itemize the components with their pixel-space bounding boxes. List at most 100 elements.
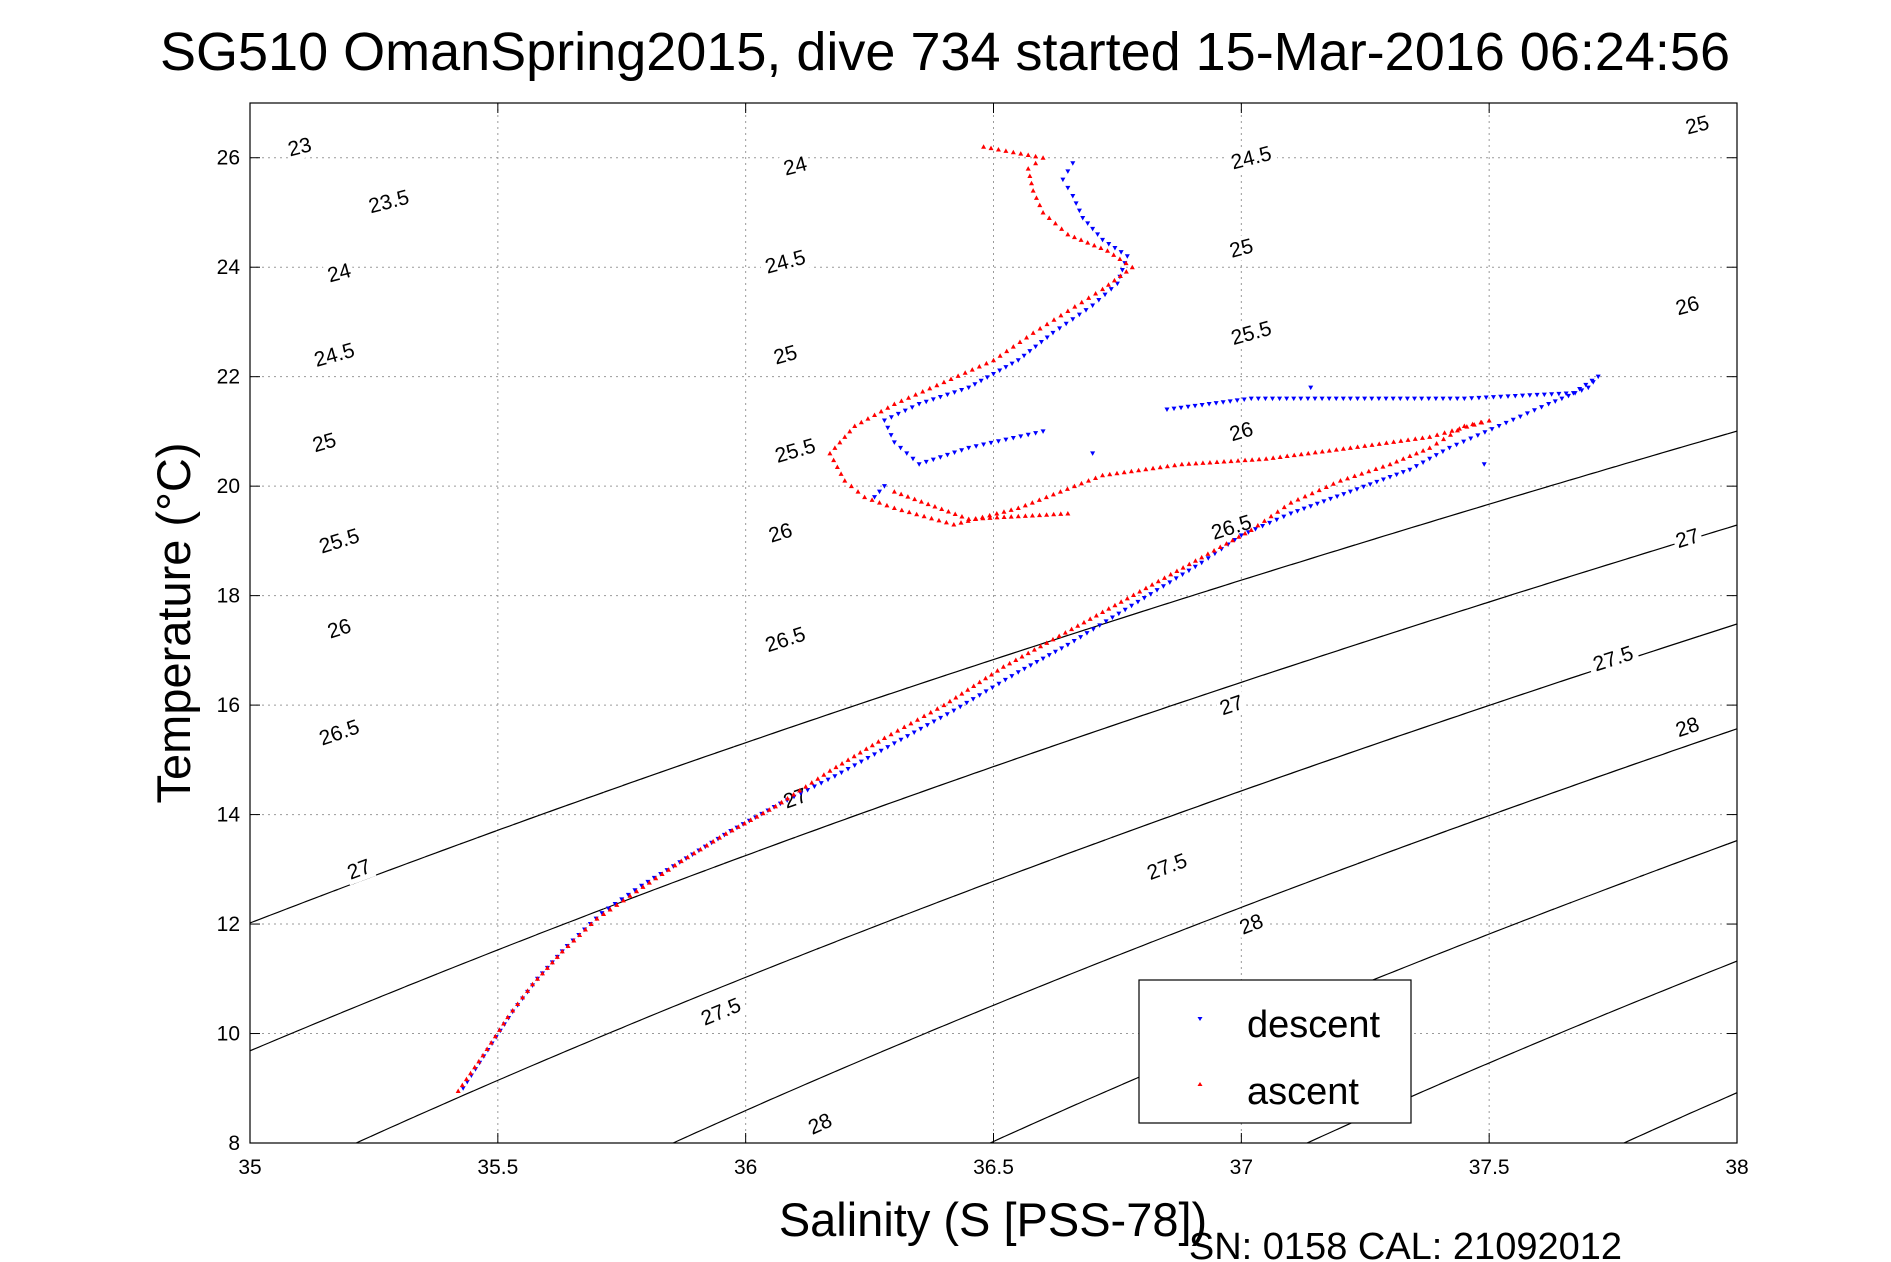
descent-point: [1040, 429, 1046, 434]
descent-point: [881, 484, 887, 489]
ascent-point: [525, 988, 531, 993]
contour-label-background: [307, 426, 342, 458]
ascent-point: [1030, 330, 1036, 335]
ascent-point: [1149, 582, 1155, 587]
contour-label-text: 25: [1683, 111, 1711, 139]
ascent-point: [1456, 426, 1462, 431]
contour-label-background: [778, 150, 812, 181]
descent-point: [619, 897, 625, 902]
ascent-point: [1200, 460, 1206, 465]
ascent-point: [1362, 443, 1368, 448]
descent-point: [1090, 303, 1096, 309]
ascent-point: [601, 911, 607, 917]
descent-point: [1269, 396, 1275, 402]
contour-label-background: [1670, 711, 1705, 743]
ascent-point: [969, 367, 975, 372]
descent-point: [1341, 492, 1347, 497]
x-tick-label: 35: [238, 1156, 261, 1179]
descent-point: [1167, 580, 1173, 585]
ascent-point: [571, 937, 577, 943]
descent-point: [1097, 623, 1103, 628]
ascent-point: [1434, 432, 1440, 437]
descent-point: [1027, 349, 1033, 354]
y-tick-label: 24: [217, 256, 241, 279]
ascent-point: [1105, 282, 1111, 287]
contour-label-background: [1680, 109, 1714, 140]
descent-point: [1238, 533, 1244, 538]
descent-point: [1482, 430, 1488, 435]
descent-point: [1241, 397, 1247, 402]
ascent-point: [1040, 155, 1046, 160]
ascent-point: [1093, 612, 1099, 618]
ascent-point: [1010, 149, 1016, 155]
ascent-point: [991, 357, 996, 363]
ascent-point: [1123, 269, 1129, 274]
ascent-point: [582, 927, 588, 932]
descent-point: [1475, 433, 1481, 438]
ascent-point: [588, 921, 594, 927]
descent-point: [878, 748, 884, 754]
ascent-point: [1223, 541, 1229, 546]
ascent-point: [1071, 483, 1077, 489]
ascent-point: [1305, 450, 1311, 456]
descent-point: [938, 715, 944, 721]
ascent-point: [1050, 636, 1056, 642]
descent-point: [1510, 417, 1516, 423]
descent-point: [1524, 411, 1530, 416]
descent-point: [1109, 615, 1115, 621]
descent-point: [1468, 436, 1474, 441]
ascent-point: [1471, 422, 1477, 427]
ascent-point: [914, 511, 920, 517]
ascent-point: [869, 742, 875, 748]
contour-label-background: [1670, 522, 1705, 554]
descent-point: [952, 450, 958, 456]
contour-label-background: [693, 991, 749, 1033]
descent-point: [1546, 402, 1552, 407]
ascent-point: [1069, 626, 1075, 632]
footer-serial-cal: SN: 0158 CAL: 21092012: [1189, 1226, 1622, 1262]
ascent-point: [1150, 465, 1156, 471]
ascent-point: [672, 862, 678, 868]
descent-point: [944, 452, 950, 458]
descent-point: [1427, 456, 1433, 462]
ascent-point: [1007, 660, 1013, 666]
descent-point: [1440, 449, 1446, 454]
ascent-point: [1442, 430, 1448, 435]
descent-point: [1281, 514, 1287, 520]
ascent-point: [1263, 456, 1269, 461]
ascent-point: [1242, 457, 1248, 463]
y-tick-label: 22: [217, 366, 240, 389]
ascent-point: [921, 513, 927, 519]
ascent-point: [1129, 264, 1135, 270]
ascent-point: [455, 1088, 461, 1093]
descent-point: [1577, 387, 1583, 392]
ascent-point: [955, 373, 961, 378]
ascent-point: [1081, 619, 1087, 625]
ascent-point: [1312, 449, 1318, 455]
y-tick-label: 20: [217, 475, 240, 498]
descent-point: [1489, 427, 1495, 432]
descent-point: [612, 901, 618, 907]
ascent-point: [827, 450, 833, 456]
descent-point: [1314, 501, 1320, 507]
ascent-point: [1230, 537, 1236, 543]
y-tick-label: 8: [228, 1132, 240, 1155]
ascent-point: [665, 867, 671, 872]
ascent-point: [785, 795, 791, 801]
ascent-point: [741, 820, 747, 826]
ascent-point: [899, 507, 905, 513]
descent-point: [1164, 407, 1170, 413]
descent-point: [930, 457, 936, 463]
legend: descent ascent: [1138, 979, 1412, 1124]
descent-point: [898, 737, 904, 743]
ascent-point: [1441, 436, 1447, 442]
descent-point: [1129, 603, 1135, 609]
ascent-point: [1136, 467, 1142, 473]
ascent-point: [1205, 551, 1211, 556]
ascent-point: [1228, 458, 1234, 464]
legend-label-ascent: ascent: [1247, 1071, 1359, 1113]
ascent-point: [1128, 468, 1134, 474]
contour-label-background: [361, 183, 417, 220]
plot-area: [250, 103, 1737, 1143]
descent-point: [1419, 396, 1425, 402]
